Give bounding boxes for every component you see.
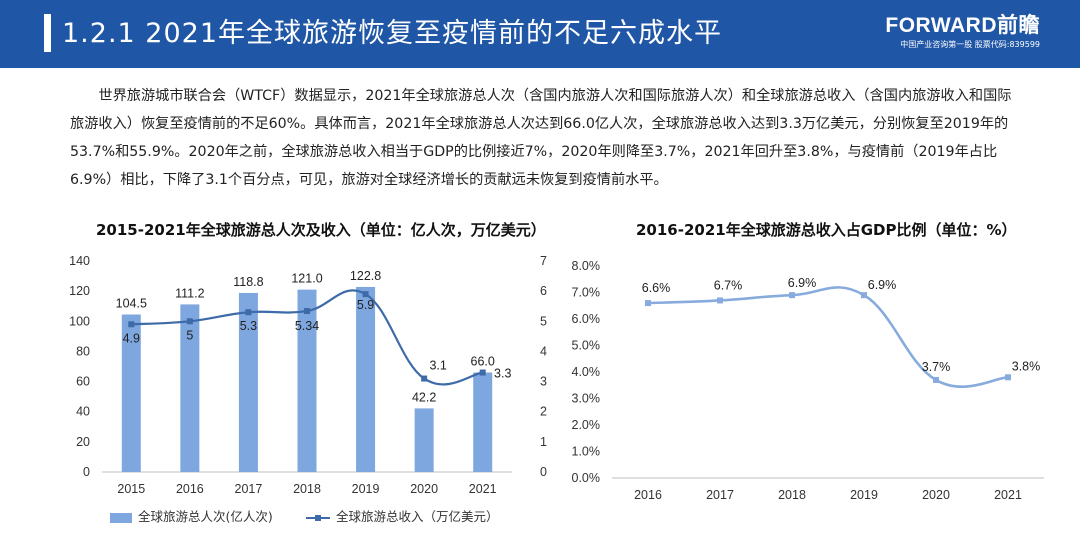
chart1-y-right-tick: 7 [540,254,547,268]
chart1-bar-label: 104.5 [116,297,147,311]
chart1-y-right-tick: 5 [540,314,547,328]
page-title: 1.2.1 2021年全球旅游恢复至疫情前的不足六成水平 [62,18,722,49]
chart2-x-tick: 2020 [922,488,950,502]
chart2-line-point [645,300,651,307]
chart1-x-tick: 2018 [293,482,321,496]
chart2-x-tick: 2021 [994,488,1022,502]
chart1-y-right-tick: 1 [540,435,547,449]
chart1-y-right-tick: 4 [540,344,547,358]
chart1-bar-label: 42.2 [412,390,436,404]
chart2-point-label: 6.7% [714,278,743,292]
chart1-line-point [245,309,252,316]
chart1-bar [121,314,141,472]
chart2-x-tick: 2017 [706,488,734,502]
chart1-line-point [362,291,369,298]
chart2-title: 2016-2021年全球旅游总收入占GDP比例（单位：%） [636,221,1017,239]
intro-paragraph: 世界旅游城市联合会（WTCF）数据显示，2021年全球旅游总人次（含国内旅游人次… [70,88,1012,188]
legend-line-label: 全球旅游总收入（万亿美元） [336,509,499,524]
chart1-line-label: 5.9 [357,298,374,312]
chart1-bar [414,408,434,472]
chart2-y-tick: 1.0% [572,445,601,459]
chart1-y-left-tick: 20 [76,435,90,449]
chart1-line-point [186,318,193,325]
chart1-y-left-tick: 120 [69,284,90,298]
chart1-x-tick: 2015 [117,482,145,496]
chart1-line-point [304,308,310,315]
chart1-line-label: 4.9 [123,331,140,345]
chart2-line-point [933,376,939,383]
chart1-x-tick: 2019 [352,482,380,496]
chart1-bar [297,289,317,472]
chart1-x-tick: 2016 [176,482,204,496]
chart1-y-right-tick: 2 [540,405,547,419]
chart1-y-left-tick: 80 [76,344,90,358]
chart1-line-label: 3.1 [429,359,446,373]
chart2-y-tick: 4.0% [572,365,601,379]
chart2-point-label: 6.6% [642,281,671,295]
chart2-gdp-line [647,286,1009,389]
chart1-bar [356,286,376,472]
chart2-y-tick: 5.0% [572,339,601,353]
chart1-y-left-tick: 0 [83,465,90,479]
chart1-line-point [421,375,428,382]
chart1-bar-label: 118.8 [233,275,263,289]
chart1-y-right-tick: 3 [540,375,547,389]
chart2-point-label: 3.7% [922,360,951,374]
legend-line-swatch [306,513,330,523]
chart2-line-point [861,292,867,299]
legend-bar-label: 全球旅游总人次(亿人次) [138,509,273,524]
chart1-bar [473,372,493,472]
header-bar: 1.2.1 2021年全球旅游恢复至疫情前的不足六成水平 FORWARD前瞻 中… [0,0,1080,68]
chart1-y-left-tick: 40 [76,405,90,419]
chart2-line-point [717,297,723,304]
chart2-y-tick: 3.0% [572,392,601,406]
chart1-line-label: 5.34 [295,319,319,333]
chart1-title: 2015-2021年全球旅游总人次及收入（单位：亿人次，万亿美元） [96,221,546,239]
chart1-legend-line: 全球旅游总收入（万亿美元） [306,506,499,525]
chart2-point-label: 3.8% [1012,359,1041,373]
chart1-y-left-tick: 100 [69,314,90,328]
chart1-y-left-tick: 60 [76,375,90,389]
chart2-y-tick: 0.0% [572,471,601,485]
legend-bar-swatch [110,512,132,523]
chart1-bar-label: 66.0 [471,355,495,369]
chart2-x-tick: 2016 [634,488,662,502]
brand-logo: FORWARD前瞻 中国产业咨询第一股 股票代码:839599 [870,14,1040,58]
logo-brand-text: FORWARD前瞻 [885,14,1040,37]
chart1-x-tick: 2017 [235,482,263,496]
chart1-svg: 0 20 40 60 80 100 120 140 0 1 2 3 4 5 6 7 104.5 111.2 118.… [69,254,547,496]
chart1-line-label: 5 [186,328,193,342]
chart2-y-tick: 2.0% [572,418,601,432]
chart2-y-tick: 7.0% [572,286,601,300]
chart1-line-label: 5.3 [240,319,257,333]
chart1-bar [238,292,258,472]
chart1-y-left-tick: 140 [69,254,90,268]
chart1-bar-label: 121.0 [291,272,322,286]
chart2-x-tick: 2019 [850,488,878,502]
chart2-line-point [1005,374,1011,381]
chart2-point-label: 6.9% [788,276,817,290]
title-accent-bar [44,14,51,52]
chart1-x-tick: 2021 [469,482,497,496]
logo-subtitle: 中国产业咨询第一股 股票代码:839599 [900,40,1040,49]
chart1-y-right-tick: 0 [540,465,547,479]
chart2-y-tick: 8.0% [572,259,601,273]
chart2-x-tick: 2018 [778,488,806,502]
chart1-bar [180,304,200,472]
chart1-line-label: 3.3 [494,367,511,381]
chart2-point-label: 6.9% [868,278,897,292]
chart1-bar-label: 111.2 [175,286,204,300]
chart2-line-point [789,292,795,299]
chart1-x-tick: 2020 [410,482,438,496]
chart1-bar-label: 122.8 [350,269,381,283]
chart2-y-tick: 6.0% [572,312,601,326]
chart1-line-point [479,369,486,376]
chart1-line-point [128,321,135,328]
chart1-y-right-tick: 6 [540,284,547,298]
chart1-legend-bar: 全球旅游总人次(亿人次) [110,506,273,525]
